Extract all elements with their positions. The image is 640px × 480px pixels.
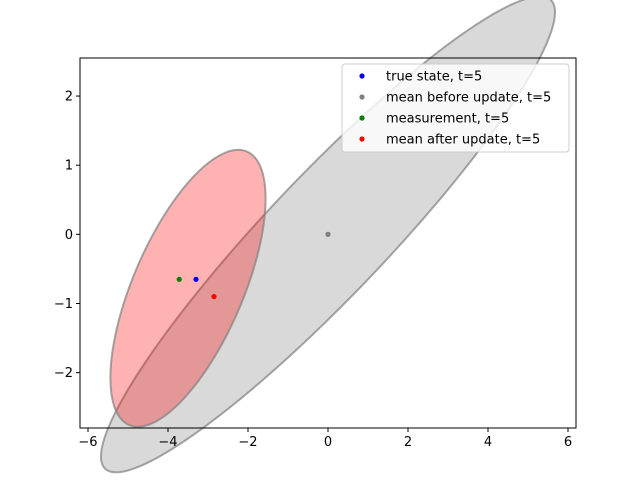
x-tick-label: −6 <box>78 435 97 450</box>
point-mean-before-update <box>325 231 331 237</box>
point-true-state <box>193 276 199 282</box>
y-tick-label: −1 <box>54 297 73 312</box>
legend-box <box>341 63 570 153</box>
x-tick-label: 4 <box>484 435 492 450</box>
legend-marker-mean-before-update <box>359 94 365 100</box>
legend-marker-mean-after-update <box>359 136 365 142</box>
x-tick-label: −4 <box>158 435 177 450</box>
legend-label-mean-after-update: mean after update, t=5 <box>386 133 540 148</box>
point-measurement <box>176 276 182 282</box>
y-tick-label: 1 <box>65 159 73 174</box>
x-tick-label: 6 <box>564 435 572 450</box>
point-mean-after-update <box>211 293 217 300</box>
point-layer <box>176 231 331 300</box>
legend-label-measurement: measurement, t=5 <box>386 112 509 127</box>
legend-label-true-state: true state, t=5 <box>386 70 482 85</box>
x-tick-label: 2 <box>404 435 412 450</box>
legend-label-mean-before-update: mean before update, t=5 <box>386 91 551 106</box>
y-tick-label: 0 <box>65 228 73 243</box>
legend: true state, t=5 mean before update, t=5 me… <box>341 63 570 153</box>
y-tick-label: −2 <box>54 366 73 381</box>
x-tick-label: −2 <box>238 435 257 450</box>
x-tick-label: 0 <box>324 435 332 450</box>
y-axis: −2 −1 0 1 2 <box>54 90 80 381</box>
legend-marker-measurement <box>359 115 365 121</box>
y-tick-label: 2 <box>65 90 73 105</box>
legend-marker-true-state <box>359 73 365 79</box>
ellipse-after-update <box>109 148 267 428</box>
x-axis: −6 −4 −2 0 2 4 6 <box>78 428 572 450</box>
